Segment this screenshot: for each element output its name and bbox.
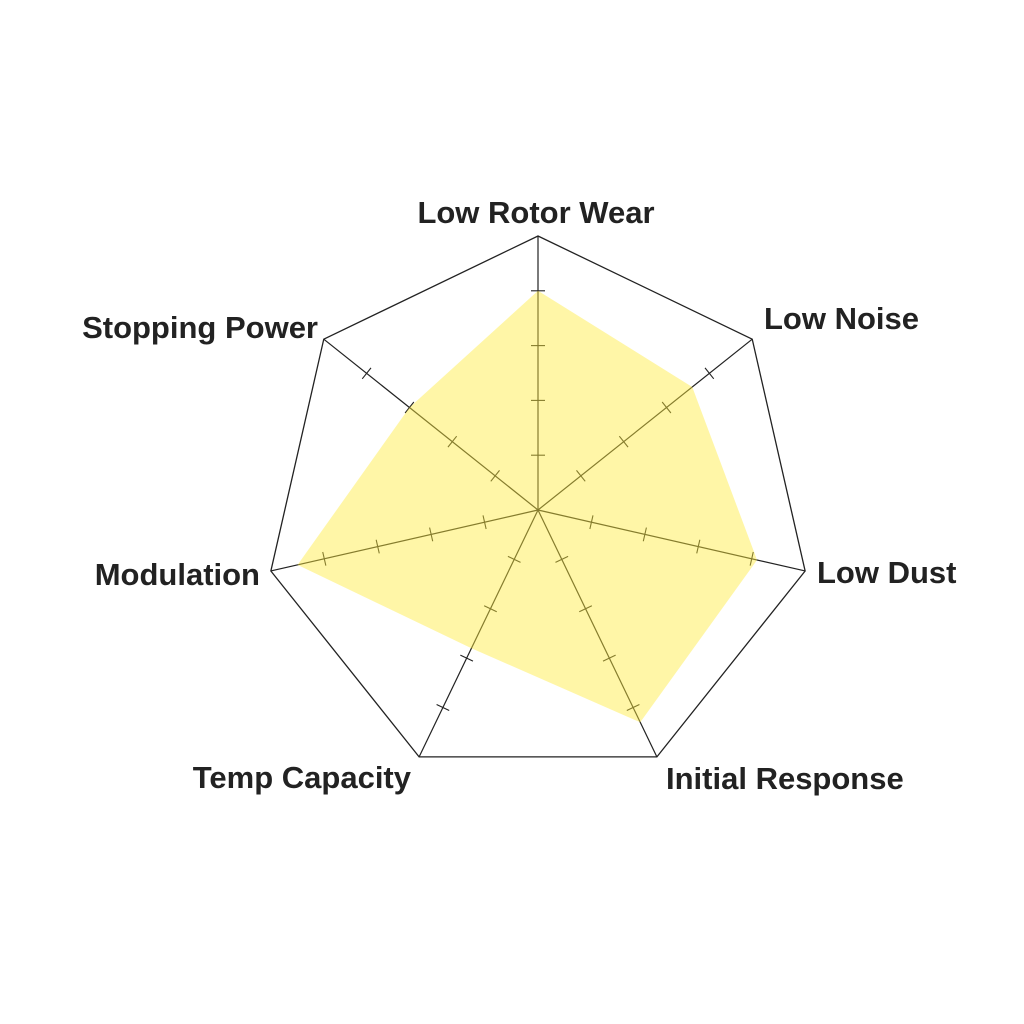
axis-tick — [661, 401, 672, 414]
axis-spoke — [323, 338, 539, 511]
axis-tick — [460, 654, 474, 662]
radar-fill — [297, 290, 758, 723]
axis-tick — [429, 527, 434, 542]
axis-tick — [626, 703, 640, 712]
radar-labels: Low Rotor Wear Low Noise Low Dust Initia… — [82, 195, 956, 796]
axis-label-temp-capacity: Temp Capacity — [193, 760, 412, 795]
data-polygon — [297, 290, 758, 723]
axis-tick — [490, 470, 500, 482]
axis-tick — [618, 435, 629, 448]
axis-spoke — [537, 509, 806, 572]
axis-tick — [507, 555, 521, 563]
axis-tick — [589, 515, 594, 530]
axis-tick — [579, 605, 593, 613]
axis-tick — [482, 515, 487, 530]
axis-tick — [704, 367, 715, 380]
axis-spoke — [537, 509, 658, 758]
axis-tick — [642, 527, 647, 542]
radar-axes — [270, 235, 806, 758]
axis-tick — [483, 605, 497, 613]
axis-tick — [322, 551, 327, 566]
axis-tick — [555, 555, 569, 563]
axis-tick — [436, 703, 450, 712]
axis-label-low-noise: Low Noise — [764, 301, 919, 336]
axis-label-low-dust: Low Dust — [817, 555, 957, 590]
outer-grid-polygon — [270, 235, 806, 758]
axis-tick — [361, 367, 372, 380]
axis-tick — [375, 539, 380, 554]
axis-label-modulation: Modulation — [95, 557, 260, 592]
axis-tick — [602, 654, 616, 662]
axis-tick — [576, 470, 586, 482]
axis-tick — [696, 539, 701, 554]
axis-label-low-rotor-wear: Low Rotor Wear — [417, 195, 654, 230]
axis-label-initial-response: Initial Response — [666, 761, 904, 796]
axis-tick — [749, 551, 754, 566]
axis-spoke — [270, 509, 539, 572]
axis-tick — [404, 401, 415, 414]
axis-spoke — [537, 338, 753, 511]
axis-spoke — [418, 509, 539, 758]
axis-label-stopping-power: Stopping Power — [82, 310, 318, 345]
axis-tick — [447, 435, 458, 448]
